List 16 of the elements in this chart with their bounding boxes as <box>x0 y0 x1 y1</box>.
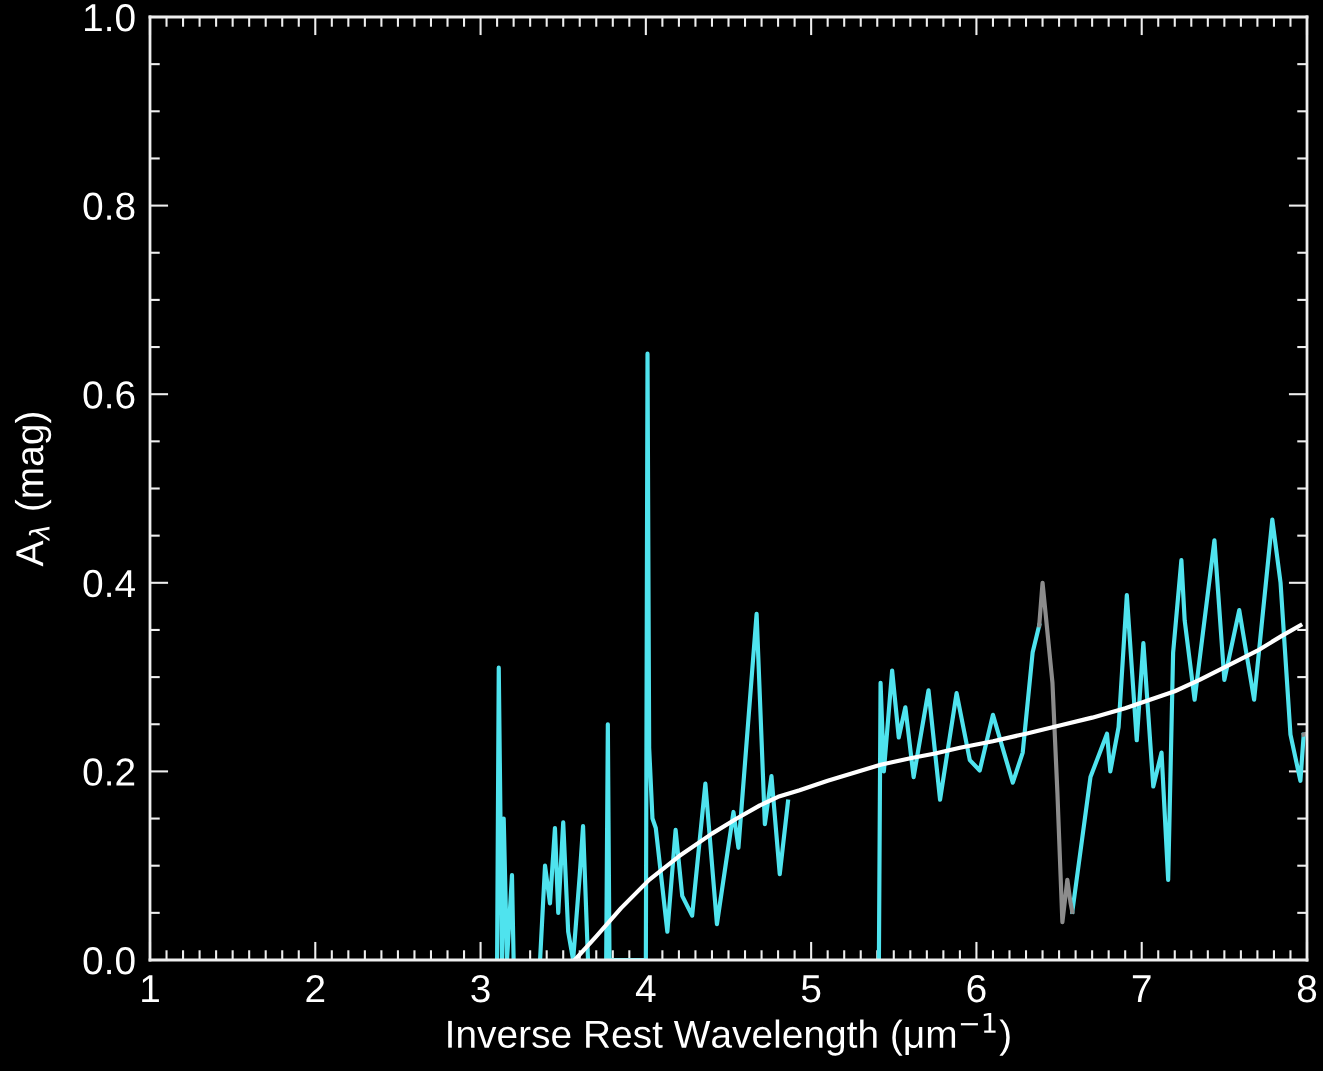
y-tick-label: 0.8 <box>83 192 135 221</box>
x-axis-title: Inverse Rest Wavelength (μm$^{−1}$) <box>448 1012 1010 1056</box>
y-tick-label: 0.6 <box>83 381 135 409</box>
x-tick-label: 1 <box>142 975 159 1003</box>
x-tick-label: 5 <box>801 975 821 1003</box>
x-tick-label: 6 <box>967 974 986 1003</box>
x-tick-label: 3 <box>471 974 490 1003</box>
y-tick-label: 0.2 <box>83 758 135 786</box>
y-tick-label: 0.4 <box>83 569 135 598</box>
x-tick-label: 7 <box>1132 975 1151 1003</box>
y-axis-title: A$_{λ}$ (mag) <box>14 413 52 567</box>
x-tick-label: 8 <box>1297 974 1317 1003</box>
x-tick-label: 4 <box>635 975 656 1003</box>
y-tick-label: 0.0 <box>83 946 135 975</box>
x-tick-label: 2 <box>306 974 325 1003</box>
y-tick-label: 1.0 <box>85 3 135 32</box>
